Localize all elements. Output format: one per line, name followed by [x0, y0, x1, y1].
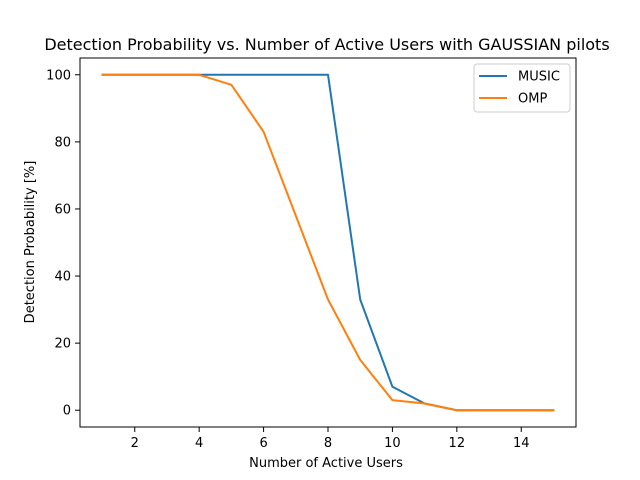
- x-tick-label: 2: [131, 436, 139, 451]
- x-tick-label: 6: [259, 436, 267, 451]
- y-tick-label: 60: [54, 202, 71, 217]
- y-tick-label: 80: [54, 135, 71, 150]
- y-tick-label: 40: [54, 270, 71, 285]
- y-axis: 0 20 40 60 80 100: [46, 68, 80, 419]
- series-line-omp: [101, 73, 555, 412]
- x-axis: 2 4 6 8 10 12 14: [131, 427, 530, 451]
- x-tick-label: 12: [449, 436, 466, 451]
- x-tick-label: 8: [324, 436, 332, 451]
- x-tick-label: 4: [195, 436, 203, 451]
- plot-frame: [79, 57, 577, 428]
- y-axis-label: Detection Probability [%]: [23, 161, 38, 324]
- chart-title: Detection Probability vs. Number of Acti…: [44, 35, 609, 54]
- plot-area: [80, 58, 576, 427]
- x-tick-label: 10: [384, 436, 401, 451]
- legend-label-omp: OMP: [518, 92, 547, 107]
- y-tick-label: 0: [63, 404, 71, 419]
- legend-label-music: MUSIC: [518, 70, 560, 85]
- legend: MUSIC OMP: [473, 63, 571, 113]
- series-layer: [101, 73, 555, 412]
- y-tick-label: 20: [54, 337, 71, 352]
- x-axis-label: Number of Active Users: [249, 456, 403, 471]
- x-tick-label: 14: [513, 436, 530, 451]
- y-tick-label: 100: [46, 68, 71, 83]
